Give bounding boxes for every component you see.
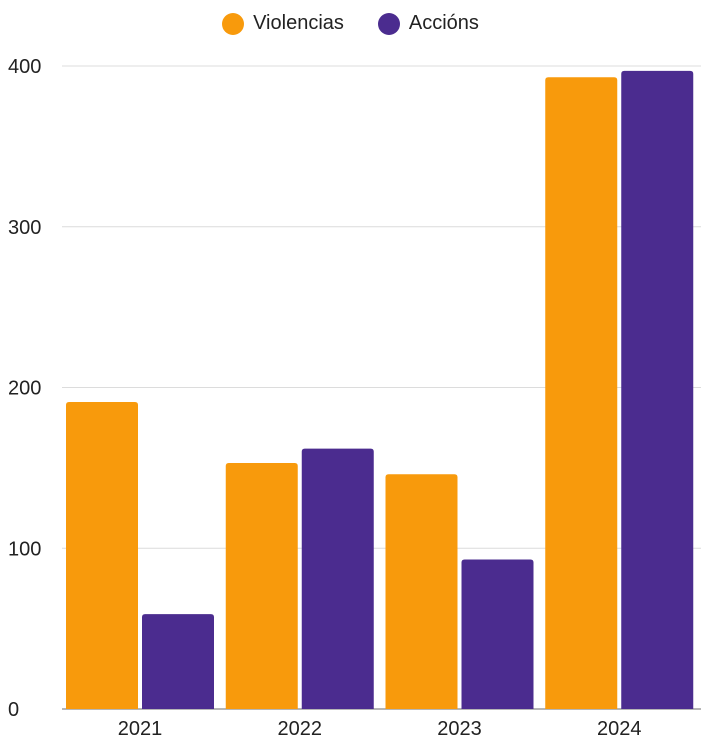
bar-violencias-2024[interactable] bbox=[545, 77, 618, 709]
legend-item-accions[interactable]: Accións bbox=[377, 12, 479, 35]
legend-label-accions: Accións bbox=[408, 12, 479, 34]
x-tick-label: 2022 bbox=[278, 718, 323, 740]
x-tick-label: 2021 bbox=[118, 718, 163, 740]
legend-swatch-violencias bbox=[222, 12, 245, 35]
y-tick-label: 100 bbox=[8, 538, 41, 560]
bar-accións-2021[interactable] bbox=[142, 614, 214, 709]
y-tick-label: 0 bbox=[8, 699, 19, 721]
legend-swatch-accions bbox=[377, 12, 400, 35]
legend-label-violencias: Violencias bbox=[253, 12, 344, 34]
bar-violencias-2023[interactable] bbox=[385, 474, 458, 709]
y-tick-label: 200 bbox=[8, 378, 41, 400]
legend-item-violencias[interactable]: Violencias bbox=[222, 12, 344, 35]
y-tick-label: 400 bbox=[8, 56, 41, 78]
x-tick-label: 2024 bbox=[597, 718, 642, 740]
bar-accións-2022[interactable] bbox=[301, 448, 374, 709]
y-tick-label: 300 bbox=[8, 217, 41, 239]
bar-violencias-2022[interactable] bbox=[225, 463, 298, 709]
legend: Violencias Accións bbox=[0, 12, 701, 35]
bar-accións-2023[interactable] bbox=[461, 559, 534, 709]
bar-accións-2024[interactable] bbox=[621, 70, 694, 709]
bar-violencias-2021[interactable] bbox=[66, 401, 138, 709]
x-tick-label: 2023 bbox=[437, 718, 482, 740]
